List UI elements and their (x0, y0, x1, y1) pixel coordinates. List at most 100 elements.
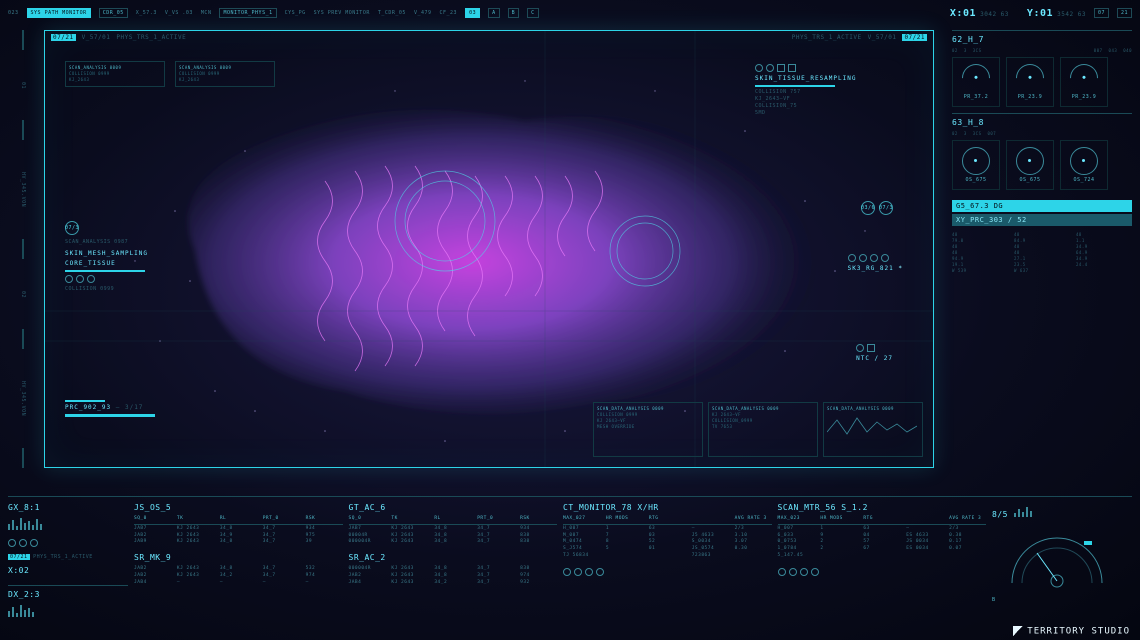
data-panel: SCAN_ANALYSIS 0009COLLISION 0999KJ_2643 (65, 61, 165, 87)
topbar-seg: CF_23 (440, 10, 458, 16)
label-ntc: NTC / 27 (856, 341, 893, 365)
circle-icon[interactable] (766, 64, 774, 72)
table-row: 0_0753257JS 00340.17 (778, 539, 987, 546)
topbar-seg: CYS_PG (285, 10, 306, 16)
circle-icon[interactable] (585, 568, 593, 576)
topbar-chip[interactable]: MONITOR_PHYS_1 (219, 8, 276, 18)
circle-icon[interactable] (859, 254, 867, 262)
tag-secondary[interactable]: XY_PRC_303 / 52 (952, 214, 1132, 226)
circle-icon[interactable] (574, 568, 582, 576)
table-row: 5_147.45 (778, 553, 987, 560)
bottom-strip: GX_8:1 07/21 PHYS_TRS_1_ACTIVE X:02 DX_2… (8, 496, 1132, 614)
main-viewport: 07/21 V_57/01 PHYS_TRS_1_ACTIVE PHYS_TRS… (44, 30, 934, 468)
data-panel-waveform: SCAN_DATA_ANALYSIS 0009 (823, 402, 923, 457)
circle-icon[interactable] (65, 275, 73, 283)
table-ct-monitor: CT_MONITOR_78 X/HR MAX_027HR MODSRTGAVG … (563, 503, 772, 614)
right-sidebar: 62_H_7 0233CS 007043040 PR_37.2 PR_23.9 … (952, 30, 1132, 490)
square-icon[interactable] (777, 64, 785, 72)
footer-brand: TERRITORY STUDIO (1013, 626, 1130, 637)
table-gt-ac-6: GT_AC_6 SQ_0TKRLPRT_0RSK JAB7KJ 264334_8… (349, 503, 558, 614)
data-panel: SCAN_DATA_ANALYSIS 0009 COLLISION 0999KJ… (593, 402, 703, 457)
topbar-chip[interactable]: CDR_05 (99, 8, 128, 18)
panel-63h8: 63_H_8 0233CS007 OS_675 OS_675 OS_724 (952, 113, 1132, 190)
table-row: JAB2KJ 264334_834_7974 (349, 573, 558, 580)
tag-primary[interactable]: G5_67.3 DG (952, 200, 1132, 212)
circle-icon[interactable] (755, 64, 763, 72)
table-row: JAB4KJ 264334_234_7932 (349, 580, 558, 587)
table-row: JAB7KJ 264334_834_7934 (134, 526, 343, 533)
table-row: JAB2KJ 264334_234_7974 (134, 573, 343, 580)
triangle-icon[interactable] (87, 275, 95, 283)
equalizer-icon (8, 518, 128, 530)
topbar-seg: MCN (201, 10, 212, 16)
gauge[interactable]: OS_675 (1006, 140, 1054, 190)
coord-y-value: 3542 63 (1057, 11, 1086, 18)
table-row: H_007163—2/3 (563, 526, 772, 533)
radial-dial[interactable] (992, 523, 1122, 593)
topbar-chip[interactable]: 07 (1094, 8, 1109, 18)
circle-icon[interactable] (811, 568, 819, 576)
table-scan-mtr: SCAN_MTR_56 S_1.2 MAX_023HR MODSRTGAVG R… (778, 503, 987, 614)
topbar-seg: T_CDR_05 (378, 10, 406, 16)
equalizer-icon (8, 605, 128, 617)
table-row: JAB9KJ 264334_834_739 (134, 539, 343, 546)
ring-b[interactable]: 07/3 (879, 201, 893, 215)
panel-gx: GX_8:1 07/21 PHYS_TRS_1_ACTIVE X:02 DX_2… (8, 503, 128, 614)
topbar-chip[interactable]: 03 (465, 8, 480, 18)
topbar-seg: V_VS .03 (165, 10, 193, 16)
table-row: TJ 56834723863 (563, 553, 772, 560)
ring-tags: 03/6 07/3 (861, 201, 893, 215)
table-row: 000004RKJ 264334_834_7838 (349, 539, 558, 546)
square-icon[interactable] (867, 344, 875, 352)
brand-mark-icon (1013, 626, 1023, 636)
topbar-seg: SYS PREV MONITOR (314, 10, 370, 16)
play-icon[interactable] (848, 254, 856, 262)
topbar-seg: V_479 (414, 10, 432, 16)
panel-dx-header: DX_2:3 (8, 585, 128, 599)
square-icon[interactable] (788, 64, 796, 72)
circle-icon[interactable] (789, 568, 797, 576)
data-panel: SCAN_ANALYSIS 0009COLLISION 0999KJ_2643 (175, 61, 275, 87)
table-js-os-5: JS_OS_5 SQ_0TKRLPRT_0RSK JAB7KJ 264334_8… (134, 503, 343, 614)
right-datagrid: 4879.04848 94.919.1W 53948 84.9484827.1 … (952, 232, 1132, 274)
circle-icon[interactable] (881, 254, 889, 262)
gauge[interactable]: OS_724 (1060, 140, 1108, 190)
table-row: S_J574501JS_05740.30 (563, 546, 772, 553)
table-row: 000004RKJ 264334_834_7838 (349, 566, 558, 573)
callout-skin-tissue-resampling: SKIN_TISSUE_RESAMPLING COLLISION 757 KJ_… (755, 61, 915, 117)
gauge[interactable]: PR_37.2 (952, 57, 1000, 107)
table-row: M_0474852S_00343.07 (563, 539, 772, 546)
panel-dial: 8/5 B (992, 503, 1132, 614)
ring-a[interactable]: 03/6 (861, 201, 875, 215)
gauge[interactable]: PR_23.9 (1006, 57, 1054, 107)
gauge[interactable]: OS_675 (952, 140, 1000, 190)
x-icon[interactable] (76, 275, 84, 283)
top-bar: 023 SYS PATH MONITOR CDR_05 X_57.3 V_VS … (8, 4, 1132, 22)
topbar-chip[interactable]: C (527, 8, 539, 18)
topbar-chip[interactable]: 21 (1117, 8, 1132, 18)
topbar-chip[interactable]: B (508, 8, 520, 18)
circle-icon[interactable] (563, 568, 571, 576)
circle-icon[interactable] (19, 539, 27, 547)
circle-icon[interactable] (800, 568, 808, 576)
circle-icon[interactable] (596, 568, 604, 576)
gauge[interactable]: PR_23.9 (1060, 57, 1108, 107)
table-row: JAB7KJ 264334_834_7934 (349, 526, 558, 533)
table-row: JAB4———— (134, 580, 343, 587)
topbar-seg: 023 (8, 10, 19, 16)
circle-icon[interactable] (856, 344, 864, 352)
circle-icon[interactable] (8, 539, 16, 547)
circle-icon[interactable] (870, 254, 878, 262)
coord-x-value: 3042 63 (980, 11, 1009, 18)
coord-x-label: X:01 (950, 8, 976, 19)
panel-62h7: 62_H_7 0233CS 007043040 PR_37.2 PR_23.9 … (952, 30, 1132, 107)
label-sk3: SK3_RG_821 * (848, 251, 903, 275)
data-panel: SCAN_DATA_ANALYSIS 0009 KJ 2643—VFCOLLIS… (708, 402, 818, 457)
topbar-chip[interactable]: A (488, 8, 500, 18)
circle-icon[interactable] (778, 568, 786, 576)
topbar-chip[interactable]: SYS PATH MONITOR (27, 8, 91, 18)
callout-skin-mesh-sampling: 07/3 SCAN_ANALYSIS 0987 SKIN_MESH_SAMPLI… (65, 221, 195, 293)
circle-icon[interactable] (30, 539, 38, 547)
callout-prc: PRC_902_93 — 3/17 (65, 400, 155, 417)
table-row: JAB2KJ 264334_834_7532 (134, 566, 343, 573)
